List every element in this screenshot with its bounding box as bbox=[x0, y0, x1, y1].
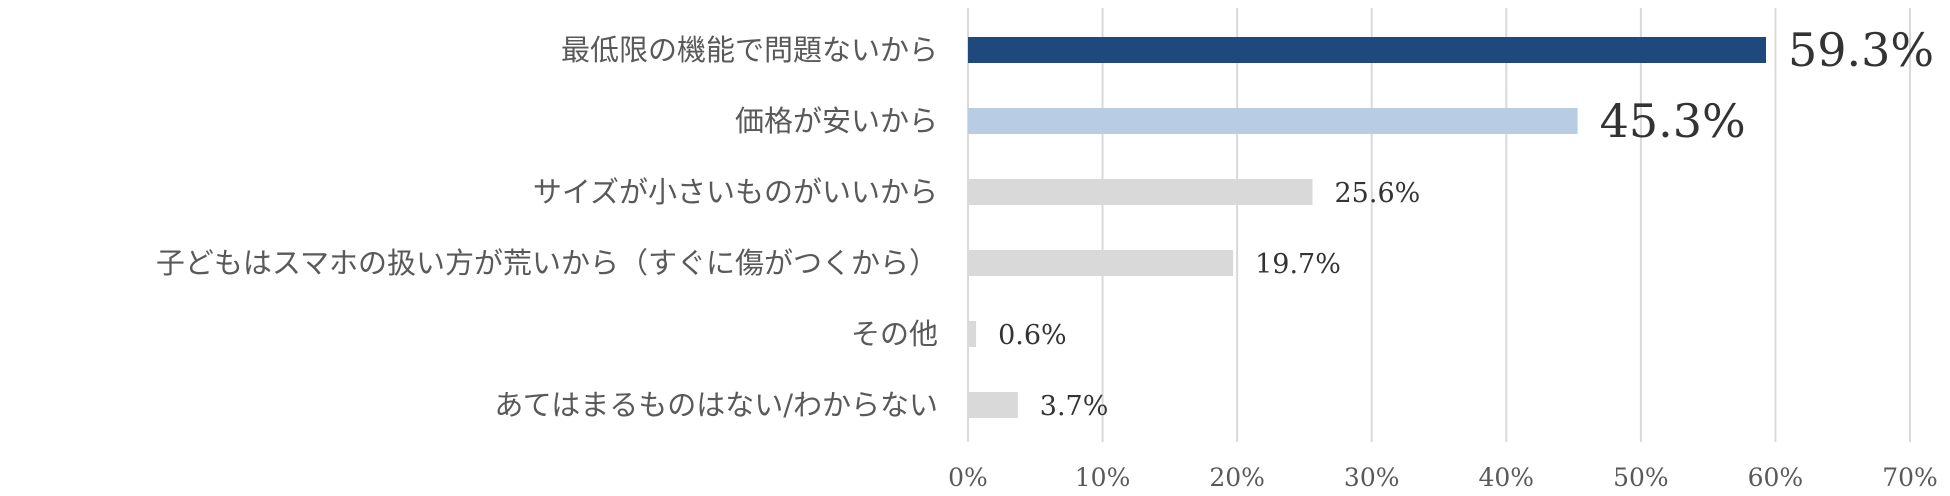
bar bbox=[968, 321, 977, 347]
category-label: 価格が安いから bbox=[735, 104, 938, 138]
chart-data-labels: 59.3% 45.3% 25.6% 19.7% 0.6% 3.7% bbox=[998, 23, 1934, 422]
bar bbox=[968, 37, 1767, 63]
x-tick-label: 60% bbox=[1748, 463, 1804, 492]
data-label: 19.7% bbox=[1255, 249, 1341, 280]
chart-bars bbox=[968, 37, 1767, 418]
chart-category-labels: 最低限の機能で問題ないから価格が安いからサイズが小さいものがいいから子どもはスマ… bbox=[156, 33, 938, 422]
data-label: 0.6% bbox=[998, 320, 1067, 351]
data-label: 45.3% bbox=[1600, 94, 1746, 148]
chart-gridlines bbox=[967, 8, 1911, 442]
data-label: 3.7% bbox=[1040, 391, 1109, 422]
chart-x-tick-labels: 0% 10% 20% 30% 40% 50% 60% 70% bbox=[948, 463, 1938, 492]
category-label: その他 bbox=[851, 317, 938, 351]
x-tick-label: 40% bbox=[1478, 463, 1534, 492]
category-label: サイズが小さいものがいいから bbox=[533, 175, 938, 209]
x-tick-label: 10% bbox=[1075, 463, 1131, 492]
category-label: 最低限の機能で問題ないから bbox=[561, 33, 938, 67]
x-tick-label: 0% bbox=[948, 463, 988, 492]
x-tick-label: 20% bbox=[1209, 463, 1265, 492]
bar bbox=[968, 179, 1313, 205]
x-tick-label: 30% bbox=[1344, 463, 1400, 492]
bar bbox=[968, 250, 1234, 276]
data-label: 59.3% bbox=[1788, 23, 1934, 77]
category-label: 子どもはスマホの扱い方が荒いから（すぐに傷がつくから） bbox=[156, 246, 938, 280]
data-label: 25.6% bbox=[1335, 178, 1421, 209]
x-tick-label: 70% bbox=[1882, 463, 1938, 492]
bar bbox=[968, 108, 1578, 134]
bar bbox=[968, 392, 1018, 418]
x-tick-label: 50% bbox=[1613, 463, 1669, 492]
category-label: あてはまるものはない/わからない bbox=[494, 388, 938, 422]
